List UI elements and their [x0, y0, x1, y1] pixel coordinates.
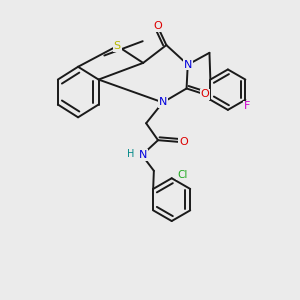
Text: N: N — [139, 150, 148, 160]
Text: H: H — [127, 148, 134, 159]
Text: F: F — [244, 101, 250, 111]
Text: O: O — [153, 21, 162, 31]
Text: S: S — [114, 41, 121, 51]
Text: N: N — [184, 60, 192, 70]
Text: O: O — [201, 89, 209, 99]
Text: N: N — [159, 98, 167, 107]
Text: Cl: Cl — [177, 170, 187, 180]
Text: O: O — [179, 137, 188, 147]
